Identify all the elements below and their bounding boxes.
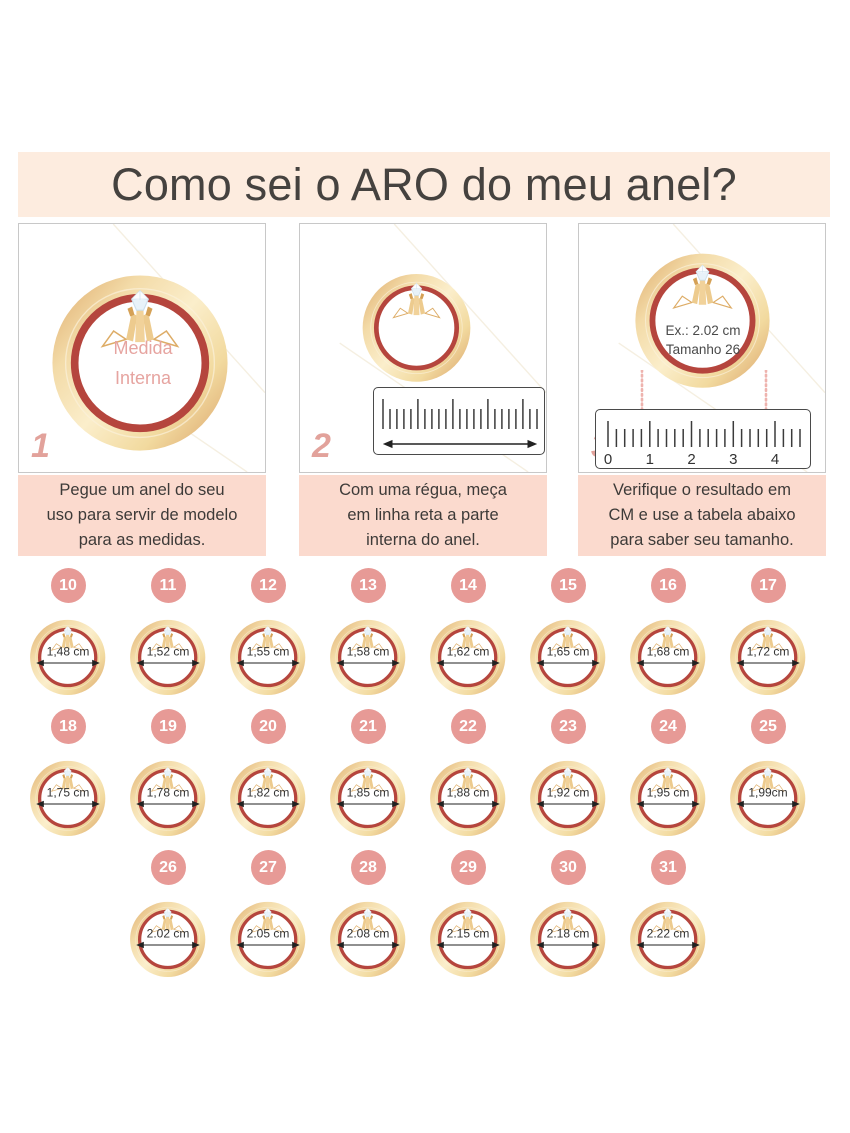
svg-text:1,52 cm: 1,52 cm [147, 645, 190, 659]
svg-text:1: 1 [646, 451, 654, 468]
svg-text:1,82 cm: 1,82 cm [247, 786, 290, 800]
svg-text:1,58 cm: 1,58 cm [347, 645, 390, 659]
svg-text:2.15 cm: 2.15 cm [447, 927, 490, 941]
svg-text:1,72 cm: 1,72 cm [747, 645, 790, 659]
svg-text:2.08 cm: 2.08 cm [347, 927, 390, 941]
svg-text:2.02 cm: 2.02 cm [147, 927, 190, 941]
svg-text:1,92 cm: 1,92 cm [547, 786, 590, 800]
svg-text:1,99cm: 1,99cm [748, 786, 787, 800]
svg-text:1,95 cm: 1,95 cm [647, 786, 690, 800]
svg-text:1,75 cm: 1,75 cm [47, 786, 90, 800]
svg-text:2: 2 [687, 451, 695, 468]
svg-text:4: 4 [771, 451, 779, 468]
svg-text:1,68 cm: 1,68 cm [647, 645, 690, 659]
svg-text:2.18 cm: 2.18 cm [547, 927, 590, 941]
svg-text:1,55 cm: 1,55 cm [247, 645, 290, 659]
svg-text:1,78 cm: 1,78 cm [147, 786, 190, 800]
svg-text:2.22 cm: 2.22 cm [647, 927, 690, 941]
svg-text:0: 0 [604, 451, 612, 468]
svg-text:3: 3 [729, 451, 737, 468]
svg-text:2.05 cm: 2.05 cm [247, 927, 290, 941]
svg-text:1,65 cm: 1,65 cm [547, 645, 590, 659]
svg-text:1,62 cm: 1,62 cm [447, 645, 490, 659]
svg-text:1,85 cm: 1,85 cm [347, 786, 390, 800]
svg-text:1,88 cm: 1,88 cm [447, 786, 490, 800]
svg-text:1,48 cm: 1,48 cm [47, 645, 90, 659]
